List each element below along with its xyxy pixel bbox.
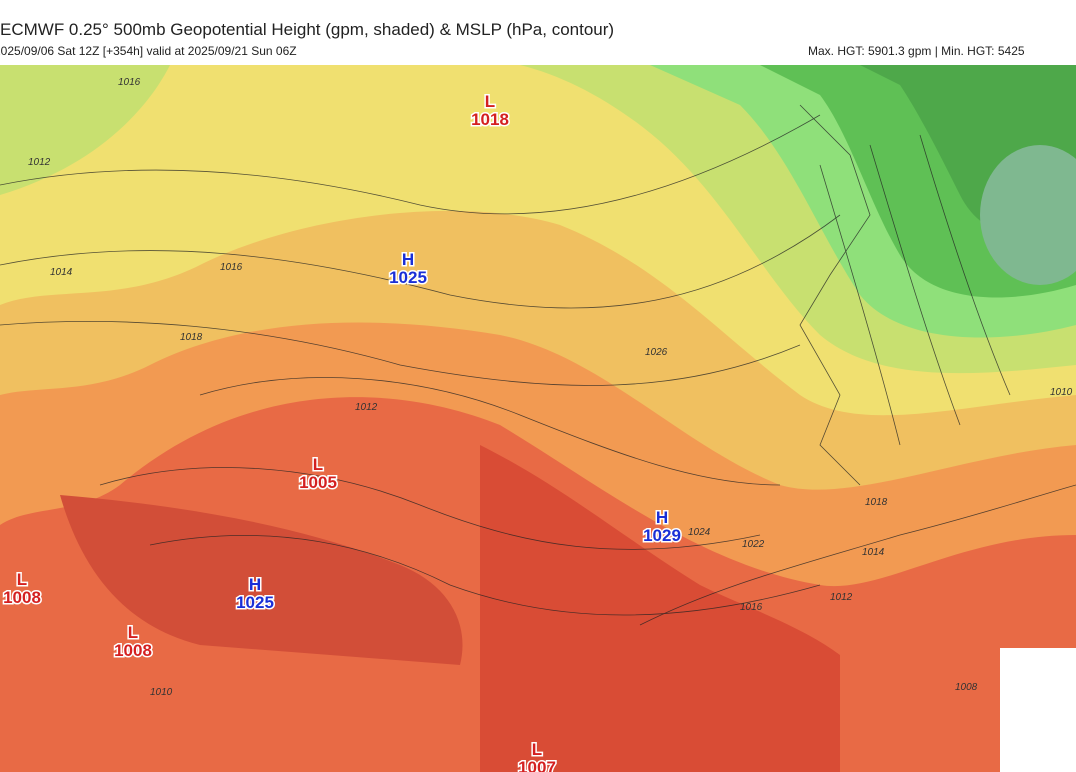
map-title: ECMWF 0.25° 500mb Geopotential Height (g… xyxy=(0,20,615,39)
contour-label: 1014 xyxy=(862,547,885,558)
pressure-center-value: 1025 xyxy=(236,593,274,612)
height-extremes: Max. HGT: 5901.3 gpm | Min. HGT: 5425 xyxy=(808,44,1025,58)
contour-label: 1010 xyxy=(1050,387,1073,398)
contour-label: 1018 xyxy=(180,332,203,343)
shading xyxy=(60,495,463,665)
contour-label: 1010 xyxy=(150,687,173,698)
contour-label: 1016 xyxy=(118,77,141,88)
contour-label: 1014 xyxy=(50,267,73,278)
pressure-center-kind: H xyxy=(249,575,261,594)
pressure-center-kind: L xyxy=(17,570,27,589)
pressure-center-kind: H xyxy=(656,508,668,527)
pressure-center-kind: L xyxy=(313,455,323,474)
contour-label: 1018 xyxy=(865,497,888,508)
pressure-center-kind: L xyxy=(485,92,495,111)
contour-label: 1016 xyxy=(220,262,243,273)
contour-label: 1024 xyxy=(688,527,711,538)
pressure-center-kind: H xyxy=(402,250,414,269)
run-info: 2025/09/06 Sat 12Z [+354h] valid at 2025… xyxy=(0,44,297,58)
weather-map: L1018H1025L1005H1029L1008H1025L1008L1007… xyxy=(0,65,1076,772)
pressure-center-kind: L xyxy=(128,623,138,642)
pressure-center-value: 1007 xyxy=(518,758,556,772)
contour-label: 1012 xyxy=(28,157,51,168)
pressure-center-value: 1018 xyxy=(471,110,509,129)
contour-label: 1008 xyxy=(955,682,978,693)
contour-label: 1016 xyxy=(740,602,763,613)
contour-label: 1012 xyxy=(355,402,378,413)
pressure-center-value: 1029 xyxy=(643,526,681,545)
shading xyxy=(480,445,840,772)
contour-label: 1026 xyxy=(645,347,668,358)
pressure-center-value: 1005 xyxy=(299,473,337,492)
contour-label: 1012 xyxy=(830,592,853,603)
contour-label: 1022 xyxy=(742,539,765,550)
labels: L1018H1025L1005H1029L1008H1025L1008L1007… xyxy=(2,77,1073,772)
shading xyxy=(980,145,1076,285)
pressure-center-value: 1025 xyxy=(389,268,427,287)
pressure-center-kind: L xyxy=(532,740,542,759)
contours xyxy=(0,104,1076,626)
inset-map xyxy=(1000,648,1076,772)
pressure-center-value: 1008 xyxy=(3,588,41,607)
pressure-center-value: 1008 xyxy=(114,641,152,660)
